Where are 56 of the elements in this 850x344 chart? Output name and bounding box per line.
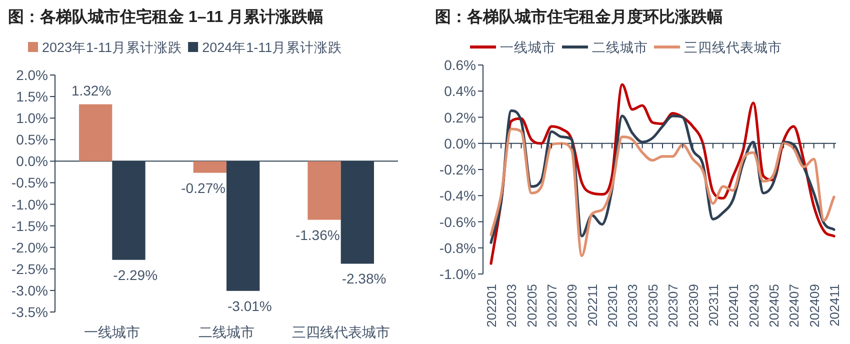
legend-label: 一线城市 [500, 40, 556, 55]
y-tick-label: 0.0% [16, 153, 48, 170]
x-tick-label: 202209 [564, 284, 580, 328]
x-tick-label: 202411 [827, 284, 842, 326]
x-tick-label: 三四线代表城市 [292, 324, 390, 340]
y-tick-label: 1.5% [16, 88, 48, 105]
x-tick-label: 202405 [766, 284, 782, 328]
y-tick-label: -1.0% [11, 196, 48, 212]
line-series [490, 128, 836, 258]
x-tick-label: 202403 [746, 284, 762, 328]
x-tick-label: 202409 [806, 284, 822, 328]
chart-title: 图：各梯队城市住宅租金 1–11 月累计涨跌幅 [8, 7, 324, 26]
y-tick-label: 1.0% [16, 110, 48, 126]
x-tick-label: 202407 [786, 284, 802, 328]
x-tick-label: 202201 [484, 284, 499, 328]
x-tick-label: 202211 [584, 284, 600, 326]
text: -1.36% [295, 226, 340, 243]
x-tick-label: 202207 [544, 284, 560, 328]
legend-label: 二线城市 [592, 40, 648, 55]
y-tick-label: -2.0% [11, 239, 48, 256]
x-tick-label: 202301 [605, 284, 620, 328]
y-tick-label: -3.5% [11, 304, 48, 320]
y-tick-label: -1.0% [439, 266, 476, 282]
text: -0.27% [181, 180, 226, 196]
chart-title: 图：各梯队城市住宅租金月度环比涨跌幅 [435, 7, 723, 26]
y-tick-label: 0.0% [444, 135, 476, 152]
x-tick-label: 202401 [726, 284, 742, 328]
x-tick-label: 202303 [625, 284, 640, 328]
x-tick-label: 202307 [666, 284, 681, 328]
y-tick-label: -3.0% [11, 282, 48, 298]
y-tick-label: -2.5% [11, 260, 48, 277]
y-tick-label: -0.8% [439, 240, 476, 256]
y-tick-label: 0.6% [444, 57, 476, 73]
text: -2.38% [342, 270, 386, 287]
x-tick-label: 202305 [645, 284, 660, 328]
legend-label: 2023年1-11月累计涨跌 [42, 40, 182, 55]
text: -3.01% [228, 298, 272, 314]
y-tick-label: 0.2% [444, 109, 476, 126]
x-tick-label: 202309 [686, 284, 701, 328]
y-tick-label: 0.4% [444, 83, 476, 100]
y-tick-label: -0.6% [439, 214, 476, 230]
x-tick-label: 202205 [524, 284, 540, 328]
y-tick-label: -0.2% [439, 162, 476, 178]
y-tick-label: 0.5% [16, 132, 48, 148]
y-tick-label: -0.4% [439, 188, 476, 204]
y-tick-label: -0.5% [11, 174, 48, 191]
y-tick-label: -1.5% [11, 218, 48, 234]
legend-label: 2024年1-11月累计涨跌 [202, 40, 342, 55]
x-tick-label: 202311 [706, 284, 721, 326]
text: 1.32% [71, 82, 112, 98]
y-tick-label: 2.0% [16, 67, 48, 83]
legend-label: 三四线代表城市 [684, 40, 782, 55]
text: -2.29% [113, 266, 158, 283]
x-tick-label: 二线城市 [198, 324, 254, 340]
x-tick-label: 一线城市 [84, 324, 140, 340]
x-tick-label: 202203 [504, 284, 520, 328]
